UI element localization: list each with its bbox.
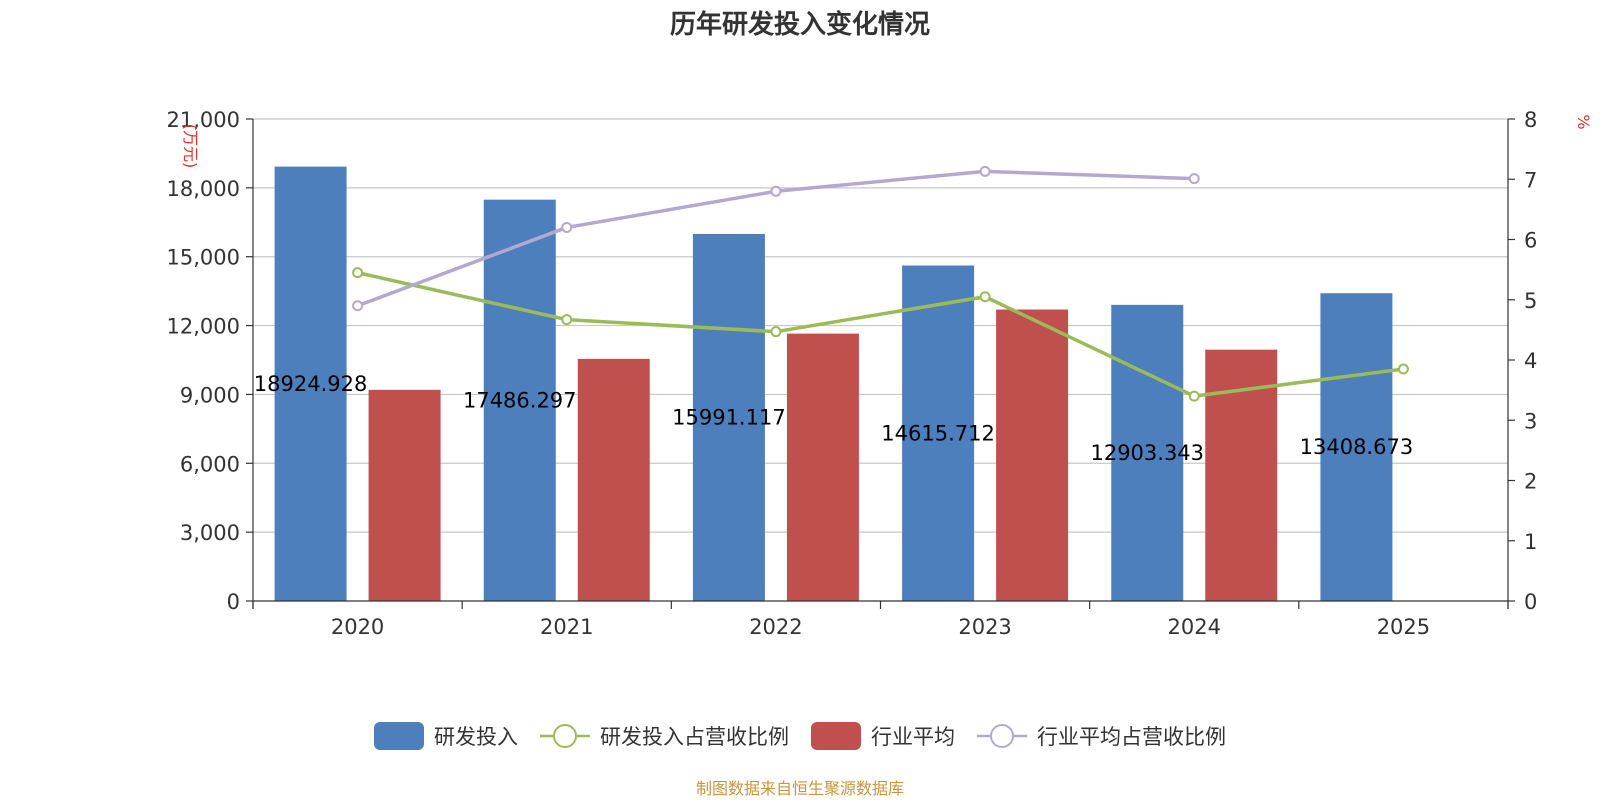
left-tick-label: 3,000 — [180, 521, 240, 545]
x-tick-label: 2025 — [1377, 615, 1430, 639]
legend-swatch — [374, 722, 424, 750]
bar-data-label: 17486.297 — [463, 388, 577, 412]
bars — [274, 166, 1393, 602]
right-axis-unit: % — [1574, 114, 1593, 129]
legend-label: 行业平均 — [871, 725, 955, 749]
right-tick-label: 7 — [1524, 168, 1537, 192]
x-tick-label: 2021 — [540, 615, 593, 639]
line-point — [979, 291, 991, 303]
right-tick-label: 3 — [1524, 409, 1537, 433]
bar-data-label: 12903.343 — [1090, 441, 1204, 465]
bar — [902, 265, 975, 601]
line-point — [352, 267, 364, 279]
right-tick-label: 5 — [1524, 289, 1537, 313]
source-note: 制图数据来自恒生聚源数据库 — [696, 779, 904, 798]
data-labels: 18924.928 17486.297 15991.117 14615.712 1290… — [254, 372, 1413, 465]
line-point — [1188, 173, 1200, 185]
bar — [1111, 304, 1184, 601]
x-tick-label: 2023 — [958, 615, 1011, 639]
left-tick-label: 12,000 — [167, 315, 240, 339]
left-tick-label: 9,000 — [180, 383, 240, 407]
legend-label: 研发投入 — [434, 725, 518, 749]
right-tick-label: 6 — [1524, 229, 1537, 253]
left-tick-label: 15,000 — [167, 246, 240, 270]
series-line — [357, 270, 1404, 398]
bar — [786, 333, 859, 601]
legend-marker — [553, 724, 577, 748]
bar — [996, 309, 1069, 601]
chart-title: 历年研发投入变化情况 — [670, 9, 930, 40]
bar — [692, 233, 765, 601]
right-tick-label: 0 — [1524, 590, 1537, 614]
left-tick-label: 6,000 — [180, 452, 240, 476]
axes: 0 3,000 6,000 9,000 12,000 15,000 18,000 21,000… — [167, 108, 1538, 639]
right-tick-label: 2 — [1524, 470, 1537, 494]
legend: 研发投入 研发投入占营收比例 行业平均 行业平均占营收比例 — [374, 722, 1226, 750]
legend-label: 行业平均占营收比例 — [1037, 725, 1226, 749]
bar-data-label: 13408.673 — [1300, 435, 1414, 459]
right-tick-label: 8 — [1524, 108, 1537, 132]
grid-lines — [253, 118, 1508, 533]
line-point — [979, 165, 991, 177]
line-point — [1397, 363, 1409, 375]
line-point — [1188, 390, 1200, 402]
bar — [274, 166, 347, 601]
bar — [1320, 293, 1393, 601]
line-series — [352, 165, 1409, 402]
line-point — [561, 221, 573, 233]
x-tick-label: 2022 — [749, 615, 802, 639]
left-tick-label: 0 — [227, 590, 240, 614]
x-tick-label: 2024 — [1168, 615, 1221, 639]
line-point — [561, 314, 573, 326]
line-point — [770, 185, 782, 197]
bar — [483, 199, 556, 602]
legend-marker — [990, 724, 1014, 748]
line-point — [352, 300, 364, 312]
left-tick-label: 18,000 — [167, 177, 240, 201]
legend-label: 研发投入占营收比例 — [600, 725, 789, 749]
bar-data-label: 18924.928 — [254, 372, 368, 396]
left-axis-unit: (万元) — [181, 124, 200, 169]
bar-data-label: 15991.117 — [672, 405, 786, 429]
bar — [577, 358, 650, 601]
bar — [368, 389, 441, 601]
right-tick-label: 4 — [1524, 349, 1537, 373]
x-tick-label: 2020 — [331, 615, 384, 639]
line-point — [770, 326, 782, 338]
legend-swatch — [811, 722, 861, 750]
left-tick-label: 21,000 — [167, 108, 240, 132]
right-tick-label: 1 — [1524, 530, 1537, 554]
bar-data-label: 14615.712 — [881, 421, 995, 445]
